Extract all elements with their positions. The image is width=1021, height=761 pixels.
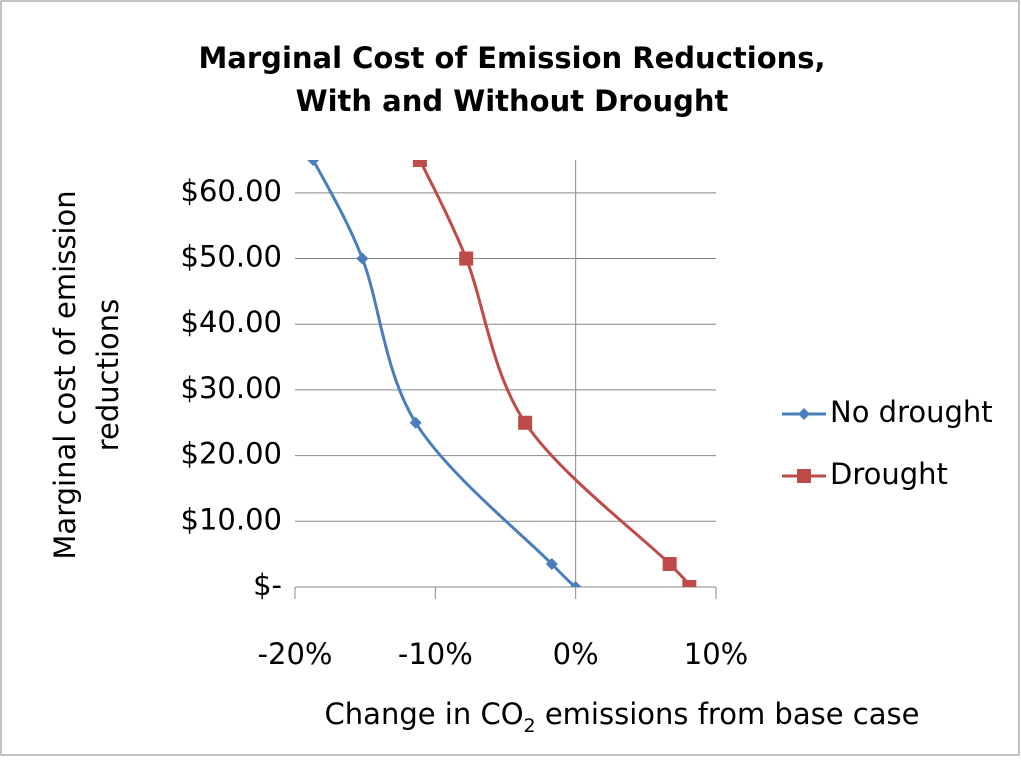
y-axis-title-line: Marginal cost of emission	[48, 190, 82, 559]
marker	[412, 160, 427, 167]
x-tick-label: -20%	[258, 637, 333, 671]
y-tick-label: $20.00	[181, 437, 282, 471]
y-tick-label: $40.00	[181, 305, 282, 339]
y-tick-label: $60.00	[181, 174, 282, 208]
marker	[307, 160, 320, 166]
x-tick-label: 0%	[553, 637, 599, 671]
marker	[409, 416, 422, 429]
x-axis-title: Change in CO2 emissions from base case	[325, 697, 920, 737]
legend-marker	[798, 408, 810, 420]
x-tick-label: 10%	[684, 637, 748, 671]
y-tick-label: $30.00	[181, 371, 282, 405]
y-axis-title-line: reductions	[91, 299, 125, 452]
legend-marker	[797, 469, 811, 483]
x-axis-title-part: emissions from base case	[536, 697, 920, 731]
x-axis-title-part: Change in CO	[325, 697, 524, 731]
marker	[459, 251, 474, 266]
marker	[356, 252, 369, 265]
x-axis-title-sub: 2	[524, 715, 536, 737]
plot-area	[307, 160, 697, 587]
marker	[662, 557, 677, 572]
x-tick-label: -10%	[398, 637, 473, 671]
y-tick-label: $50.00	[181, 240, 282, 274]
legend-label: Drought	[830, 457, 948, 491]
y-axis-title: Marginal cost of emission reductions	[48, 190, 125, 559]
legend-label: No drought	[830, 395, 993, 429]
marker	[545, 558, 558, 571]
marker	[569, 581, 582, 587]
marker	[682, 580, 697, 587]
chart-title: With and Without Drought	[296, 84, 729, 118]
y-tick-label: $10.00	[181, 502, 282, 536]
y-tick-label: $-	[253, 568, 282, 602]
chart-title: Marginal Cost of Emission Reductions,	[198, 41, 825, 75]
marker	[518, 415, 533, 430]
